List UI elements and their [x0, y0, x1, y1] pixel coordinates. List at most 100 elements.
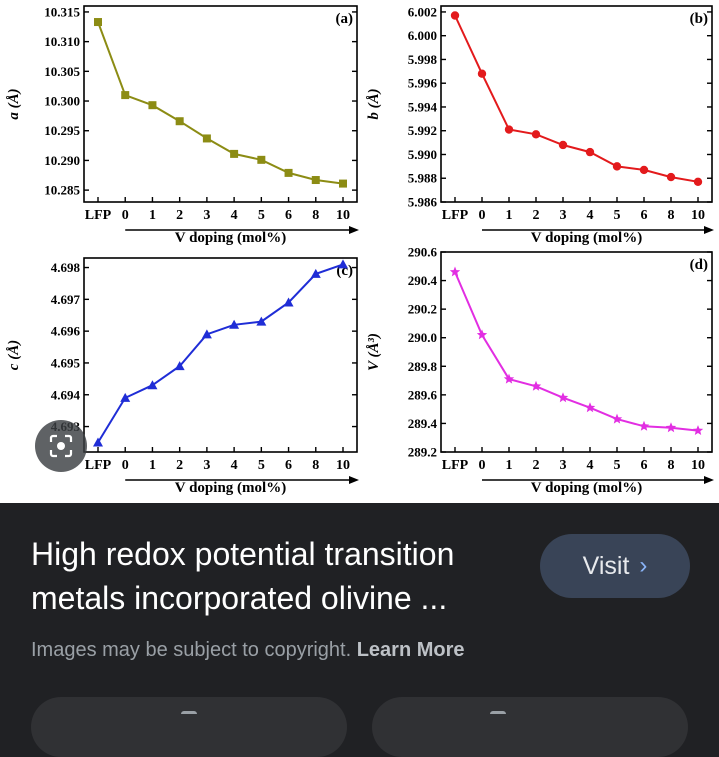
save-button[interactable]: [372, 697, 688, 757]
data-point-2: [148, 101, 157, 110]
x-tick-label: 5: [614, 208, 621, 223]
plot-frame: [440, 251, 713, 453]
x-tick-label: 1: [506, 458, 513, 473]
data-point-5: [229, 319, 240, 329]
data-point-7: [283, 297, 294, 307]
chart-panel: 4.6934.6944.6954.6964.6974.698LFP0123456…: [6, 257, 359, 496]
y-tick-label: 290.2: [408, 302, 437, 317]
series-line: [454, 15, 699, 183]
x-tick-label: 8: [312, 208, 319, 223]
x-tick-label: LFP: [85, 458, 112, 473]
data-point-8: [665, 422, 677, 433]
data-point-5: [585, 147, 595, 157]
chart-panel: 10.285 10.290 10.295 10.300 10.305 10.310 10.3…: [6, 4, 359, 246]
data-point-7: [638, 420, 650, 431]
y-tick-label: 10.290: [44, 153, 80, 168]
y-tick-label: 10.315: [44, 4, 80, 19]
panel-label: (b): [690, 11, 708, 27]
data-point-1: [477, 69, 487, 78]
copyright-notice: Images may be subject to copyright. Lear…: [31, 639, 465, 662]
y-tick-label: 10.305: [44, 64, 80, 79]
y-tick-label: 290.6: [408, 245, 438, 260]
learn-more-link[interactable]: Learn More: [356, 639, 465, 661]
series-line: [97, 263, 344, 444]
x-tick-label: 5: [614, 458, 621, 473]
y-tick-label: 10.300: [44, 94, 80, 109]
save-icon: [490, 711, 506, 720]
x-tick-label: 8: [668, 208, 675, 223]
x-tick-label: 6: [285, 458, 292, 473]
x-tick-label: 4: [231, 208, 238, 223]
y-tick-label: 290.4: [408, 273, 438, 288]
x-tick-label: 0: [479, 208, 486, 223]
data-point-1: [120, 392, 131, 402]
x-axis-arrowhead: [704, 476, 714, 484]
lens-button[interactable]: [35, 420, 87, 472]
data-point-6: [256, 316, 267, 326]
x-axis-label: V doping (mol%): [531, 230, 642, 246]
data-point-8: [311, 176, 320, 185]
y-tick-label: 5.994: [408, 99, 438, 114]
y-tick-label: 290.0: [408, 330, 437, 345]
x-tick-label: 10: [336, 208, 350, 223]
y-tick-label: 5.998: [408, 52, 438, 67]
lens-icon: [49, 434, 73, 458]
chevron-right-icon: ›: [639, 552, 648, 579]
y-tick-label: 4.696: [51, 324, 81, 339]
y-tick-label: 289.6: [408, 387, 438, 402]
x-tick-label: 4: [231, 458, 238, 473]
x-tick-label: 6: [285, 208, 292, 223]
x-tick-label: 4: [587, 458, 594, 473]
data-point-3: [530, 380, 542, 391]
panel-label: (a): [336, 11, 354, 27]
data-point-3: [531, 130, 541, 139]
data-point-9: [693, 177, 703, 187]
result-title[interactable]: High redox potential transition metals i…: [31, 536, 455, 616]
data-point-1: [476, 329, 488, 340]
x-tick-label: LFP: [442, 208, 469, 223]
x-tick-label: 10: [691, 458, 705, 473]
y-tick-label: 5.986: [408, 195, 438, 210]
data-point-0: [450, 11, 460, 20]
x-tick-label: 0: [479, 458, 486, 473]
data-point-5: [584, 402, 596, 413]
x-tick-label: 2: [533, 458, 540, 473]
x-tick-label: 4: [587, 208, 594, 223]
data-point-4: [557, 392, 569, 403]
data-point-9: [692, 425, 704, 435]
search-result-image[interactable]: 10.285 10.290 10.295 10.300 10.305 10.310 10.3…: [0, 0, 719, 503]
x-tick-label: 3: [203, 208, 210, 223]
data-point-4: [201, 329, 212, 339]
series-line: [454, 271, 699, 432]
x-axis-label: V doping (mol%): [175, 480, 286, 496]
x-tick-label: 8: [312, 458, 319, 473]
y-tick-label: 4.697: [51, 292, 81, 307]
data-point-8: [310, 268, 321, 278]
y-tick-label: 10.310: [44, 34, 80, 49]
x-tick-label: 0: [122, 208, 129, 223]
x-tick-label: 1: [506, 208, 513, 223]
y-tick-label: 4.694: [51, 387, 81, 402]
x-axis-label: V doping (mol%): [175, 230, 286, 246]
share-button[interactable]: [31, 697, 347, 757]
data-point-4: [558, 140, 568, 150]
x-axis-arrowhead: [704, 226, 714, 234]
visit-button[interactable]: Visit ›: [540, 534, 690, 598]
data-point-0: [449, 266, 461, 277]
y-tick-label: 5.988: [408, 171, 438, 186]
y-axis-label: c (Å): [6, 340, 22, 370]
y-tick-label: 4.695: [51, 355, 81, 370]
y-tick-label: 5.992: [408, 123, 437, 138]
plot-frame: [83, 5, 358, 203]
plot-frame: [83, 257, 358, 453]
data-point-7: [284, 168, 293, 177]
plot-frame: [440, 5, 713, 203]
x-tick-label: 5: [258, 458, 265, 473]
y-axis-label: a (Å): [6, 88, 22, 119]
data-point-2: [504, 125, 514, 134]
y-tick-label: 289.8: [408, 359, 438, 374]
y-tick-label: 4.698: [51, 260, 81, 275]
x-tick-label: 5: [258, 208, 265, 223]
data-point-3: [174, 361, 185, 371]
x-tick-label: 2: [176, 208, 183, 223]
